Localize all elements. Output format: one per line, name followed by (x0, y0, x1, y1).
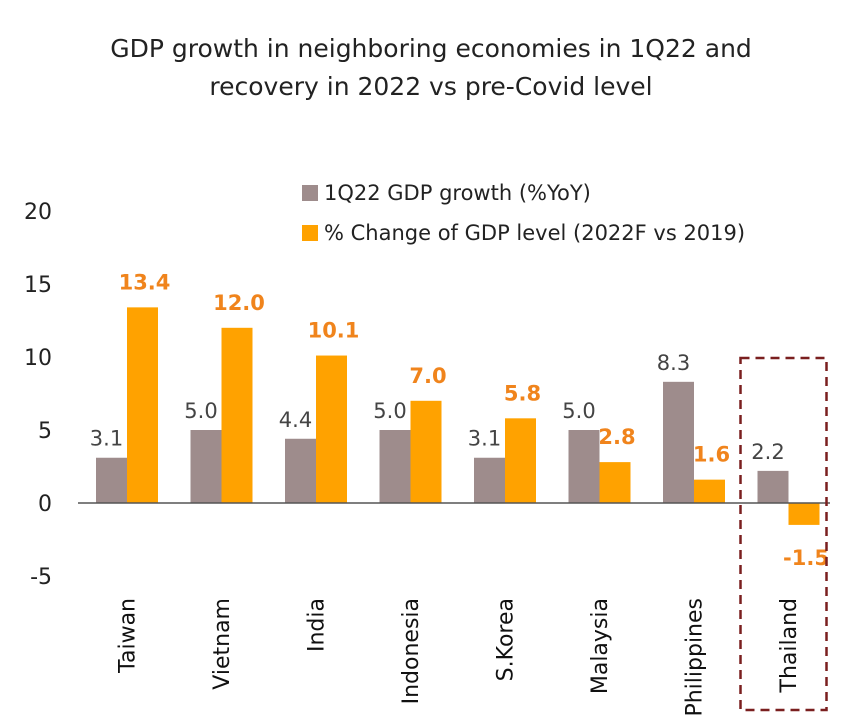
label-gdp-level-indonesia: 7.0 (409, 364, 446, 388)
bar-1q22-thailand (757, 470, 789, 503)
legend-label-1q22: 1Q22 GDP growth (%YoY) (324, 181, 591, 205)
bars (96, 307, 820, 525)
label-1q22-indonesia: 5.0 (373, 399, 406, 423)
category-label-india: India (305, 598, 330, 652)
y-tick-label: 20 (24, 200, 52, 225)
label-gdp-level-india: 10.1 (308, 319, 360, 343)
y-tick-label: 5 (38, 419, 52, 444)
category-label-vietnam: Vietnam (210, 598, 235, 690)
category-label-s-korea: S.Korea (494, 598, 519, 681)
category-label-philippines: Philippines (683, 598, 708, 716)
label-1q22-philippines: 8.3 (657, 351, 690, 375)
bar-1q22-taiwan (96, 457, 127, 503)
bar-1q22-philippines (663, 381, 694, 503)
category-label-taiwan: Taiwan (116, 598, 141, 674)
data-labels: 3.113.45.012.04.410.15.07.03.15.85.02.88… (90, 270, 829, 570)
bar-1q22-indonesia (379, 430, 411, 503)
category-label-indonesia: Indonesia (399, 598, 424, 704)
bar-gdp-level-philippines (694, 479, 725, 503)
bar-1q22-malaysia (568, 430, 600, 503)
bar-1q22-s-korea (474, 457, 505, 503)
label-gdp-level-thailand: -1.5 (783, 546, 829, 570)
bar-gdp-level-vietnam (221, 327, 253, 503)
thailand-highlight-box (739, 356, 828, 712)
label-gdp-level-vietnam: 12.0 (213, 291, 265, 315)
label-gdp-level-taiwan: 13.4 (119, 270, 171, 294)
legend-label-gdp-level: % Change of GDP level (2022F vs 2019) (324, 221, 745, 245)
bar-gdp-level-malaysia (599, 462, 631, 503)
legend-swatch-1q22 (302, 185, 318, 201)
y-axis: 20 15 10 5 0 -5 (24, 200, 52, 590)
label-1q22-india: 4.4 (279, 408, 312, 432)
bar-gdp-level-s-korea (505, 418, 536, 503)
label-gdp-level-philippines: 1.6 (693, 443, 730, 467)
label-1q22-taiwan: 3.1 (90, 427, 123, 451)
bar-gdp-level-taiwan (127, 307, 158, 503)
label-1q22-thailand: 2.2 (751, 440, 784, 464)
y-tick-label: 15 (24, 273, 52, 298)
y-tick-label: 10 (24, 346, 52, 371)
label-gdp-level-s-korea: 5.8 (504, 381, 541, 405)
bar-1q22-vietnam (190, 430, 222, 503)
bar-gdp-level-india (316, 355, 347, 503)
chart-title: GDP growth in neighboring economies in 1… (0, 30, 862, 106)
label-1q22-malaysia: 5.0 (562, 399, 595, 423)
label-1q22-s-korea: 3.1 (468, 427, 501, 451)
y-tick-label: 0 (38, 492, 52, 517)
legend: 1Q22 GDP growth (%YoY) % Change of GDP le… (302, 181, 745, 245)
bar-gdp-level-indonesia (410, 400, 442, 503)
bar-1q22-india (285, 438, 316, 503)
category-label-thailand: Thailand (777, 598, 802, 693)
chart-title-line-2: recovery in 2022 vs pre-Covid level (209, 72, 653, 101)
category-label-malaysia: Malaysia (588, 598, 613, 694)
label-1q22-vietnam: 5.0 (184, 399, 217, 423)
chart-title-line-1: GDP growth in neighboring economies in 1… (110, 34, 752, 63)
bar-gdp-level-thailand (788, 503, 820, 525)
y-tick-label: -5 (30, 565, 52, 590)
legend-swatch-gdp-level (302, 225, 318, 241)
category-labels: Taiwan Vietnam India Indonesia S.Korea Malays… (116, 598, 803, 716)
label-gdp-level-malaysia: 2.8 (598, 425, 635, 449)
